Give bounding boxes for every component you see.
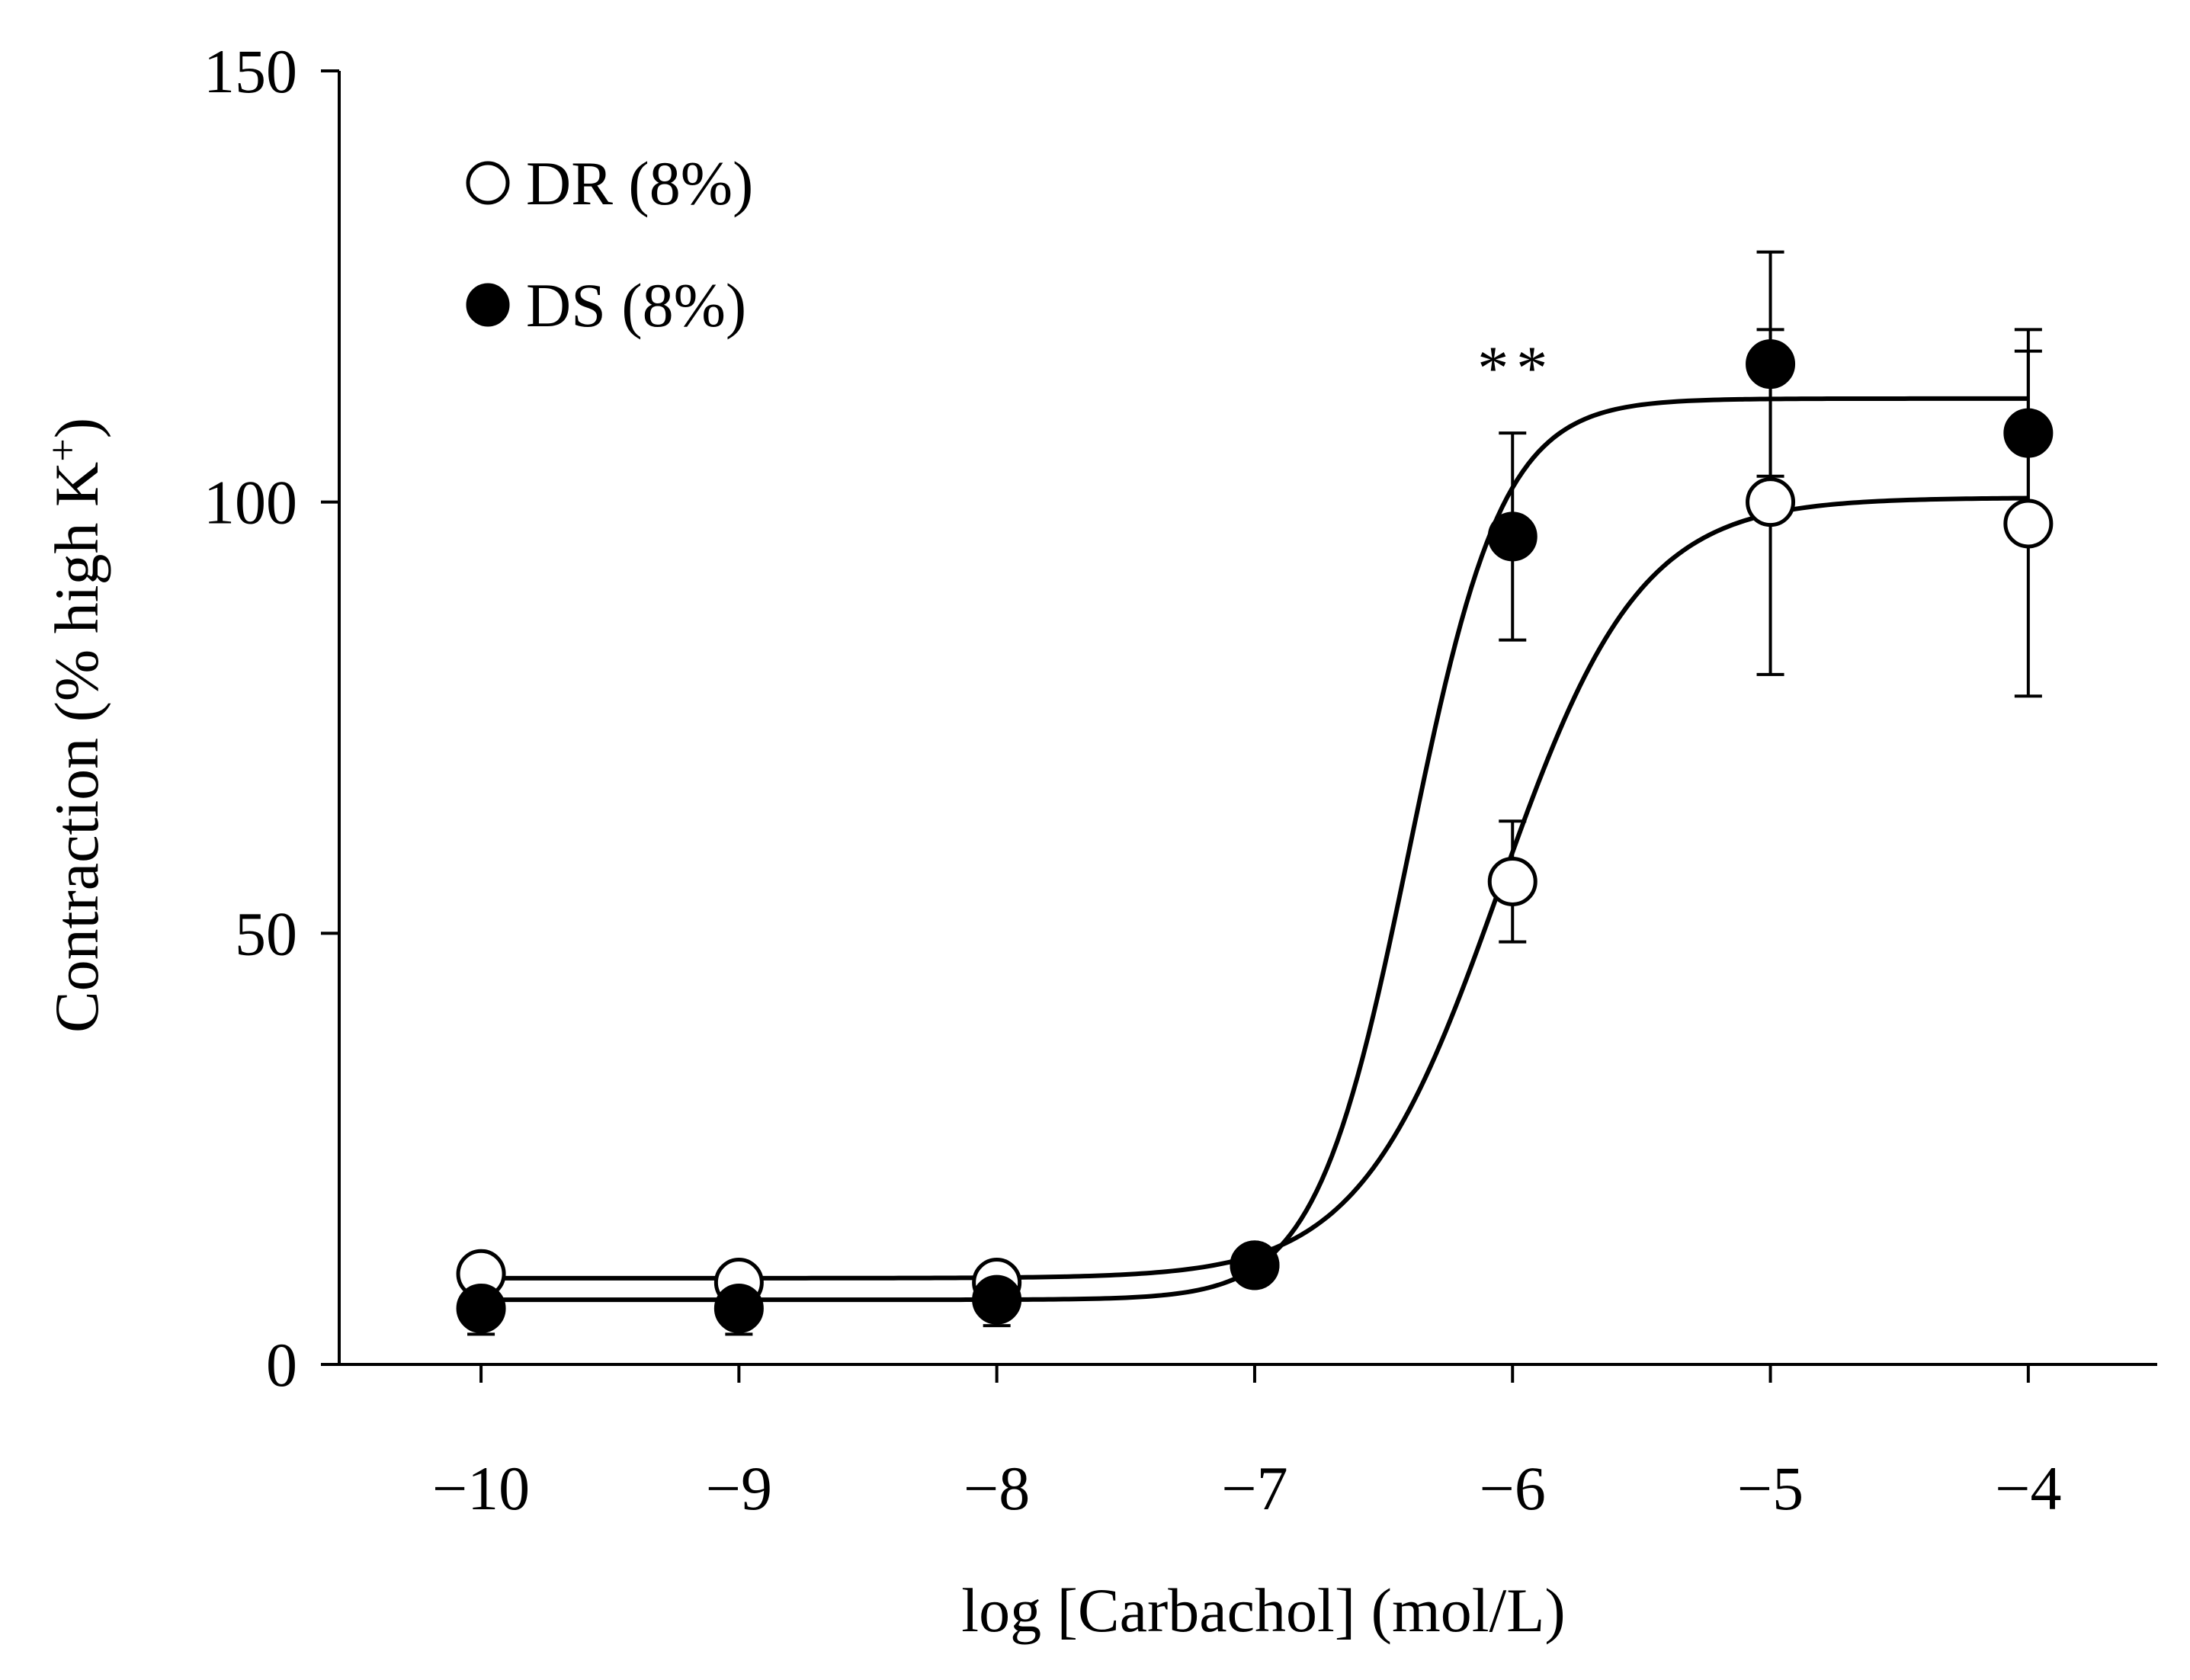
data-point-series-1 [1487, 511, 1537, 562]
x-axis-title: log [Carbachol] (mol/L) [961, 1576, 1565, 1645]
x-tick-label: −10 [432, 1454, 530, 1523]
x-tick-label: −5 [1737, 1454, 1804, 1523]
y-tick-label: 150 [204, 37, 297, 106]
data-point-series-0 [2003, 499, 2054, 549]
data-point-series-1 [456, 1283, 506, 1333]
data-point-series-0 [1487, 856, 1537, 906]
legend-label-series-1: DS (8%) [526, 271, 746, 340]
x-tick-label: −8 [964, 1454, 1030, 1523]
fit-curves [481, 396, 2028, 1303]
x-tick-label: −6 [1480, 1454, 1546, 1523]
data-point-series-1 [1746, 339, 1796, 390]
fit-curve-series-1 [481, 396, 2028, 1303]
y-tick-label: 0 [266, 1330, 297, 1399]
legend-label-series-0: DR (8%) [526, 149, 753, 218]
legend-marker-series-1 [466, 283, 510, 327]
data-point-series-1 [1230, 1240, 1280, 1290]
data-point-series-1 [2003, 408, 2054, 458]
x-tick-label: −7 [1221, 1454, 1287, 1523]
legend-marker-series-0 [466, 161, 510, 205]
significance-annotation: ** [1477, 333, 1555, 402]
axes [321, 69, 2157, 1383]
x-tick-label: −4 [1995, 1454, 2061, 1523]
y-tick-label: 100 [204, 468, 297, 537]
data-points [456, 339, 2054, 1333]
data-point-series-1 [972, 1274, 1022, 1325]
data-point-series-0 [1746, 477, 1796, 527]
error-bars [467, 250, 2042, 1336]
x-tick-label: −9 [706, 1454, 772, 1523]
fit-curve-series-0 [481, 495, 2028, 1281]
data-point-series-1 [713, 1283, 764, 1333]
y-tick-label: 50 [235, 899, 297, 968]
labels: 0 50 100 150 −10 −9 −8 −7 −6 −5 −4 log [Carbachol] … [40, 37, 2061, 1645]
y-axis-title: Contraction (% high K+) [40, 418, 111, 1033]
